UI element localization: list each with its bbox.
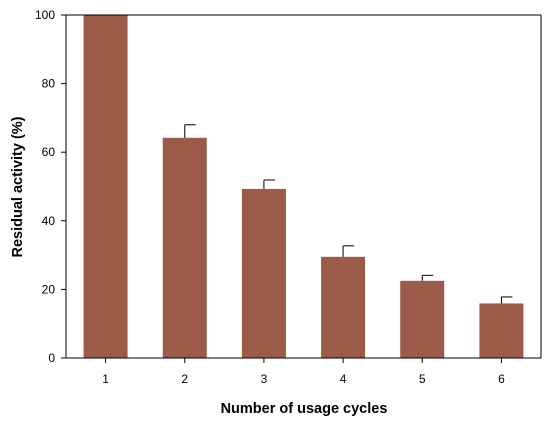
x-tick-label-5: 5: [419, 372, 426, 386]
y-tick-label-80: 80: [42, 77, 56, 91]
x-tick-label-6: 6: [498, 372, 505, 386]
bar-3: [241, 188, 286, 358]
y-axis-title: Residual activity (%): [10, 116, 26, 257]
x-axis-title: Number of usage cycles: [221, 401, 388, 417]
x-tick-label-3: 3: [261, 372, 268, 386]
bar-6: [479, 303, 524, 358]
bar-1: [83, 15, 128, 358]
x-tick-label-4: 4: [340, 372, 347, 386]
bar-2: [162, 137, 207, 358]
y-tick-label-20: 20: [42, 282, 56, 296]
plot-frame: [65, 14, 542, 359]
bar-4: [321, 256, 366, 358]
y-tick-label-0: 0: [48, 351, 55, 365]
bar-5: [400, 280, 445, 358]
y-tick-label-40: 40: [42, 214, 56, 228]
y-tick-label-100: 100: [35, 8, 55, 22]
y-tick-label-60: 60: [42, 145, 56, 159]
x-tick-label-2: 2: [181, 372, 188, 386]
x-tick-label-1: 1: [102, 372, 109, 386]
